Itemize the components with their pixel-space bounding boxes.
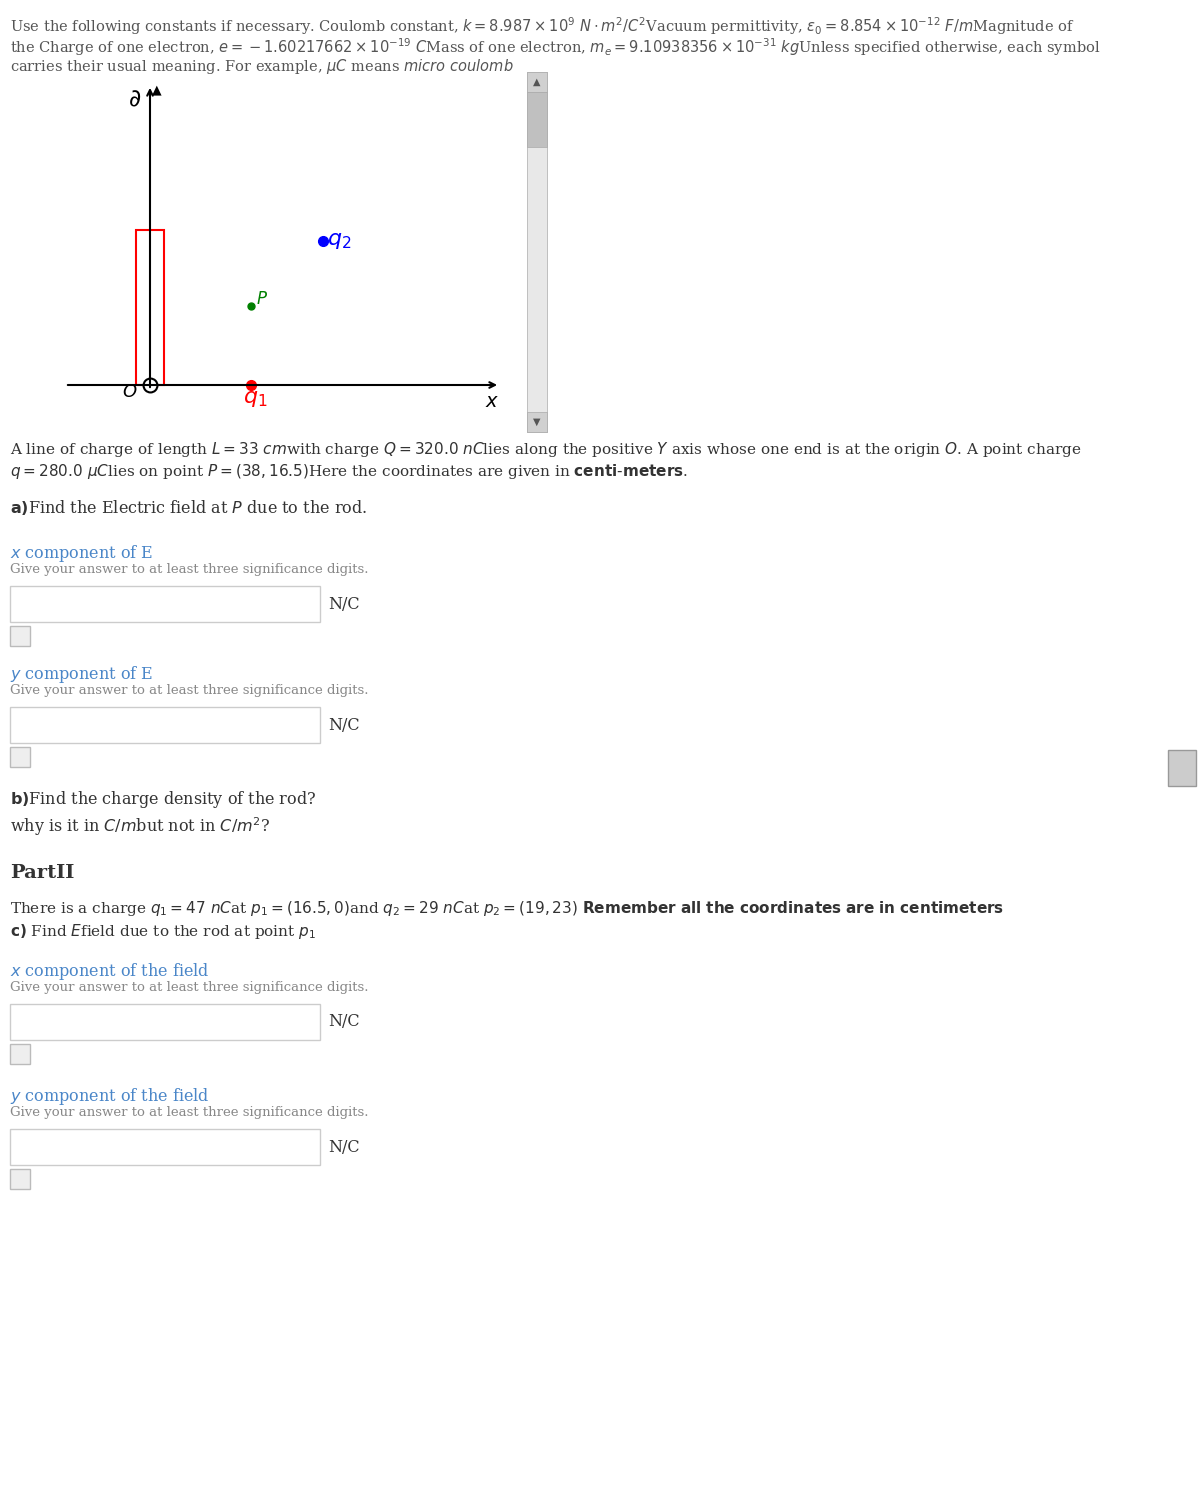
- Text: $\mathbf{c)}$ Find $E$field due to the rod at point $p_1$: $\mathbf{c)}$ Find $E$field due to the r…: [10, 922, 316, 941]
- Text: $x$: $x$: [485, 393, 499, 411]
- Text: PartII: PartII: [10, 865, 74, 883]
- Bar: [10, 1129, 320, 1165]
- Text: Use the following constants if necessary. Coulomb constant, $k = 8.987 \times 10: Use the following constants if necessary…: [10, 15, 1074, 37]
- Text: $q_2$: $q_2$: [326, 229, 352, 251]
- Bar: [527, 91, 547, 147]
- Text: ▲: ▲: [152, 82, 162, 96]
- Text: Give your answer to at least three significance digits.: Give your answer to at least three signi…: [10, 562, 368, 576]
- Bar: [10, 586, 320, 622]
- Text: $\partial$: $\partial$: [128, 87, 142, 111]
- Bar: [527, 411, 547, 432]
- Text: $x$ component of the field: $x$ component of the field: [10, 960, 210, 981]
- Text: $q = 280.0\ \mu C$lies on point $P = (38, 16.5)$Here the coordinates are given i: $q = 280.0\ \mu C$lies on point $P = (38…: [10, 462, 688, 482]
- Text: ▼: ▼: [533, 417, 541, 426]
- Text: $x$ component of E: $x$ component of E: [10, 543, 154, 564]
- Text: N/C: N/C: [328, 717, 360, 733]
- Text: $\mathbf{a)}$Find the Electric field at $P$ due to the rod.: $\mathbf{a)}$Find the Electric field at …: [10, 498, 367, 518]
- Text: N/C: N/C: [328, 1138, 360, 1155]
- Text: There is a charge $q_1 = 47\ nC$at $p_1 = (16.5, 0)$and $q_2 = 29\ nC$at $p_2 = : There is a charge $q_1 = 47\ nC$at $p_1 …: [10, 899, 1004, 919]
- Bar: [10, 1044, 30, 1064]
- Text: the Charge of one electron, $e = -1.60217662 \times 10^{-19}\ C$Mass of one elec: the Charge of one electron, $e = -1.6021…: [10, 36, 1100, 58]
- Text: N/C: N/C: [328, 595, 360, 612]
- Text: ▲: ▲: [533, 76, 541, 87]
- Text: $O$: $O$: [122, 383, 138, 401]
- Text: Give your answer to at least three significance digits.: Give your answer to at least three signi…: [10, 684, 368, 697]
- Bar: [10, 1168, 30, 1189]
- Bar: [527, 72, 547, 91]
- Text: Give your answer to at least three significance digits.: Give your answer to at least three signi…: [10, 1106, 368, 1119]
- Bar: [1168, 749, 1196, 785]
- Bar: [10, 747, 30, 767]
- Bar: [10, 708, 320, 744]
- Bar: [527, 72, 547, 432]
- Bar: [0, 72, 527, 441]
- Bar: [10, 1004, 320, 1040]
- Text: $P$: $P$: [256, 290, 268, 308]
- Bar: [136, 230, 164, 384]
- Text: $q_1$: $q_1$: [242, 387, 268, 408]
- Text: why is it in $C/m$but not in $C/m^2$?: why is it in $C/m$but not in $C/m^2$?: [10, 815, 270, 838]
- Text: Give your answer to at least three significance digits.: Give your answer to at least three signi…: [10, 981, 368, 993]
- Text: A line of charge of length $L = 33\ cm$with charge $Q = 320.0\ nC$lies along the: A line of charge of length $L = 33\ cm$w…: [10, 440, 1081, 459]
- Text: $y$ component of E: $y$ component of E: [10, 664, 154, 685]
- Text: $y$ component of the field: $y$ component of the field: [10, 1086, 210, 1107]
- Bar: [10, 625, 30, 646]
- Text: carries their usual meaning. For example, $\mu C$ means $\mathit{micro\ coulomb}: carries their usual meaning. For example…: [10, 57, 514, 76]
- Text: $\mathbf{b)}$Find the charge density of the rod?: $\mathbf{b)}$Find the charge density of …: [10, 788, 317, 809]
- Text: N/C: N/C: [328, 1013, 360, 1031]
